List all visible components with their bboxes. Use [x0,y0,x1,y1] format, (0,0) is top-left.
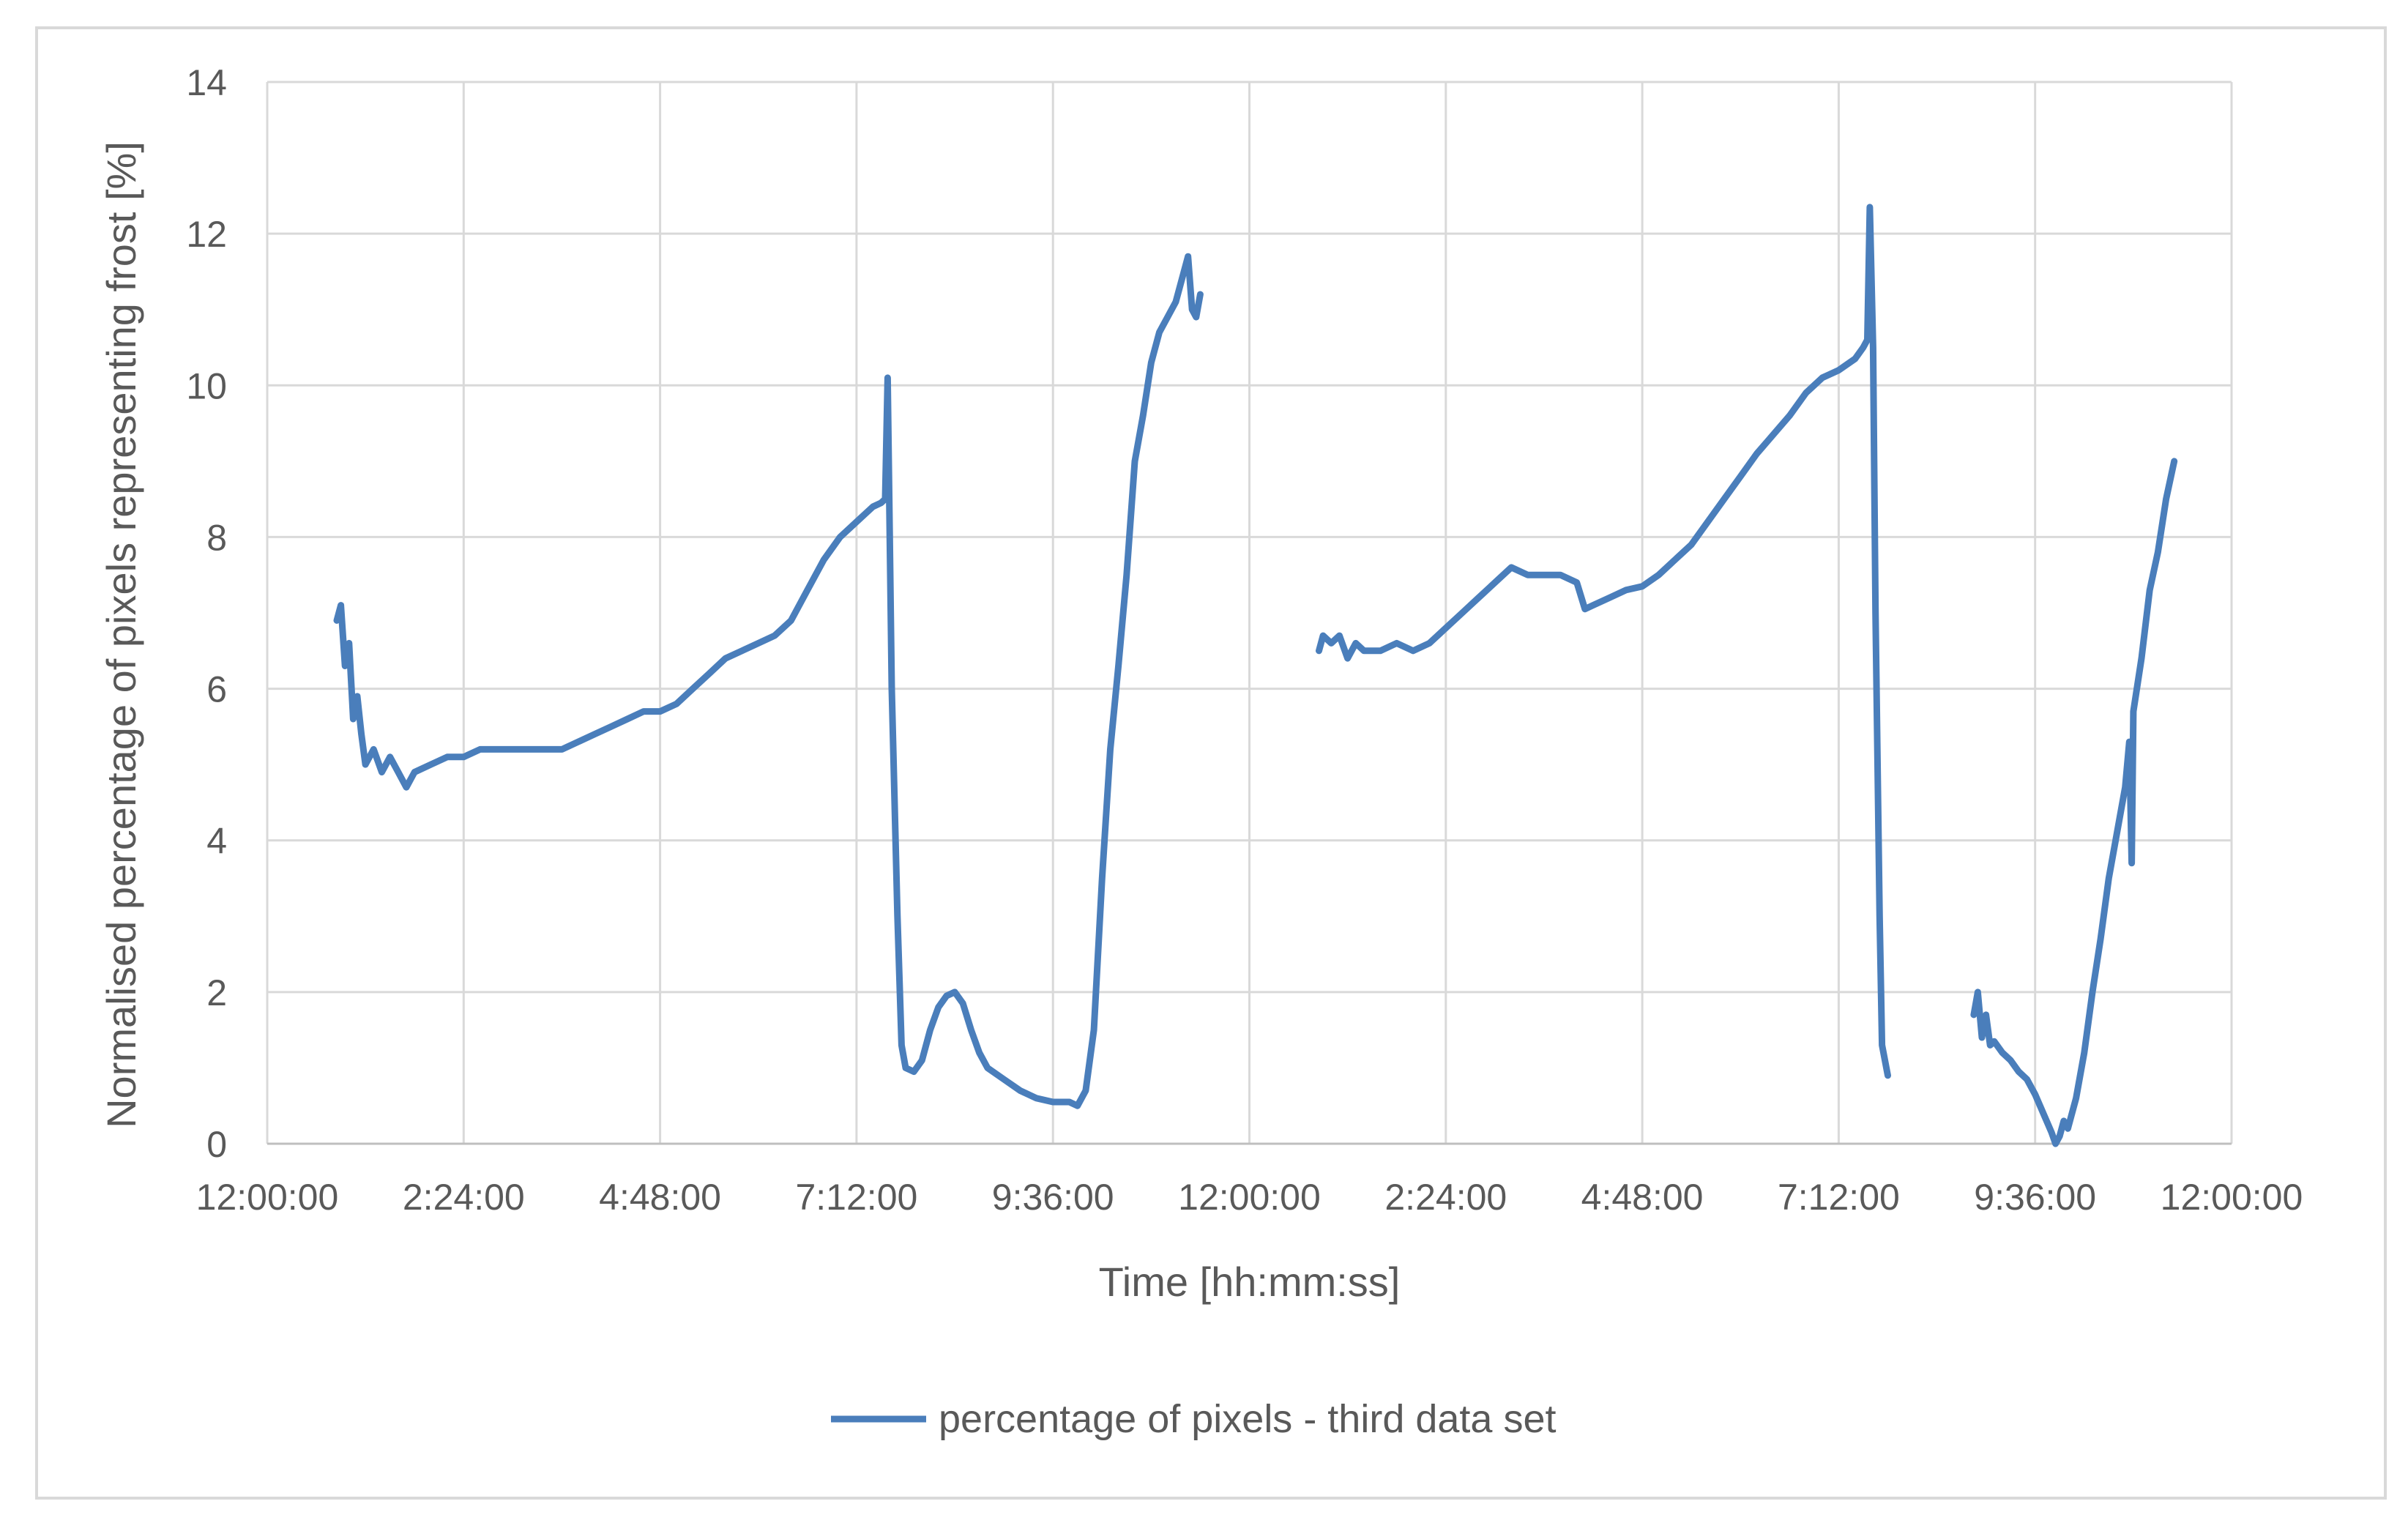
series-line-segment-1 [333,253,1204,1109]
y-tick-label: 10 [186,365,227,406]
y-tick-label: 8 [206,517,227,558]
gridlines [266,81,2233,1145]
y-axis-title: Normalised percentage of pixels represen… [98,141,144,1128]
series-layer [333,204,2178,1147]
x-tick-label: 12:00:00 [2161,1177,2303,1218]
x-axis-title: Time [hh:mm:ss] [1099,1259,1401,1305]
y-tick-labels: 0 2 4 6 8 10 12 14 [186,62,227,1165]
y-tick-label: 0 [206,1124,227,1165]
x-tick-label: 12:00:00 [196,1177,339,1218]
y-tick-label: 6 [206,669,227,710]
x-tick-label: 9:36:00 [992,1177,1114,1218]
y-tick-label: 4 [206,821,227,862]
x-tick-label: 7:12:00 [1778,1177,1900,1218]
x-tick-label: 4:48:00 [599,1177,721,1218]
x-tick-label: 4:48:00 [1581,1177,1704,1218]
series-line-segment-2 [1316,204,1891,1079]
x-tick-label: 12:00:00 [1178,1177,1321,1218]
y-tick-label: 2 [206,972,227,1013]
legend-label: percentage of pixels - third data set [939,1397,1557,1441]
series-line-segment-3 [1970,458,2178,1147]
x-tick-labels: 12:00:00 2:24:00 4:48:00 7:12:00 9:36:00 12:0… [196,1177,2303,1218]
legend: percentage of pixels - third data set [831,1397,1557,1441]
y-tick-label: 12 [186,214,227,255]
x-tick-label: 7:12:00 [795,1177,917,1218]
x-tick-label: 2:24:00 [1384,1177,1507,1218]
y-tick-label: 14 [186,62,227,103]
x-tick-label: 2:24:00 [403,1177,525,1218]
x-tick-label: 9:36:00 [1974,1177,2096,1218]
